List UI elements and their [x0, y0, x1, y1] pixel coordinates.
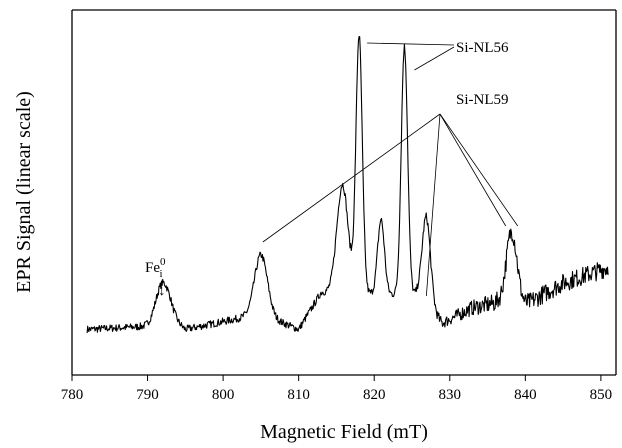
fe-superscript: 0 [160, 256, 166, 268]
x-tick-label: 820 [363, 387, 386, 403]
x-tick-label: 830 [439, 387, 462, 403]
fe-subscript: i [160, 268, 163, 280]
x-tick-label: 780 [61, 387, 84, 403]
x-axis-title: Magnetic Field (mT) [260, 421, 428, 443]
leader-line [439, 113, 507, 227]
label-si-nl56: Si-NL56 [456, 40, 509, 56]
leader-line [425, 113, 441, 297]
leader-line [439, 113, 519, 227]
x-tick-label: 790 [136, 387, 159, 403]
fe-arrow-icon: ↓ [158, 283, 166, 299]
x-tick-label: 810 [287, 387, 310, 403]
leader-line [262, 113, 441, 243]
fe-main-text: Fe [145, 260, 160, 276]
x-tick-label: 850 [590, 387, 613, 403]
label-fe-interstitial: Fe0 i [145, 256, 166, 280]
x-tick-label: 840 [514, 387, 537, 403]
label-si-nl59: Si-NL59 [456, 92, 509, 108]
epr-signal-line [86, 35, 609, 334]
leader-line [414, 46, 455, 71]
y-axis-title: EPR Signal (linear scale) [13, 91, 35, 293]
leader-line [367, 42, 455, 46]
annotation-leaders [262, 42, 519, 297]
x-tick-label: 800 [212, 387, 235, 403]
x-ticks: 780 790 800 810 820 830 840 850 [61, 375, 612, 403]
